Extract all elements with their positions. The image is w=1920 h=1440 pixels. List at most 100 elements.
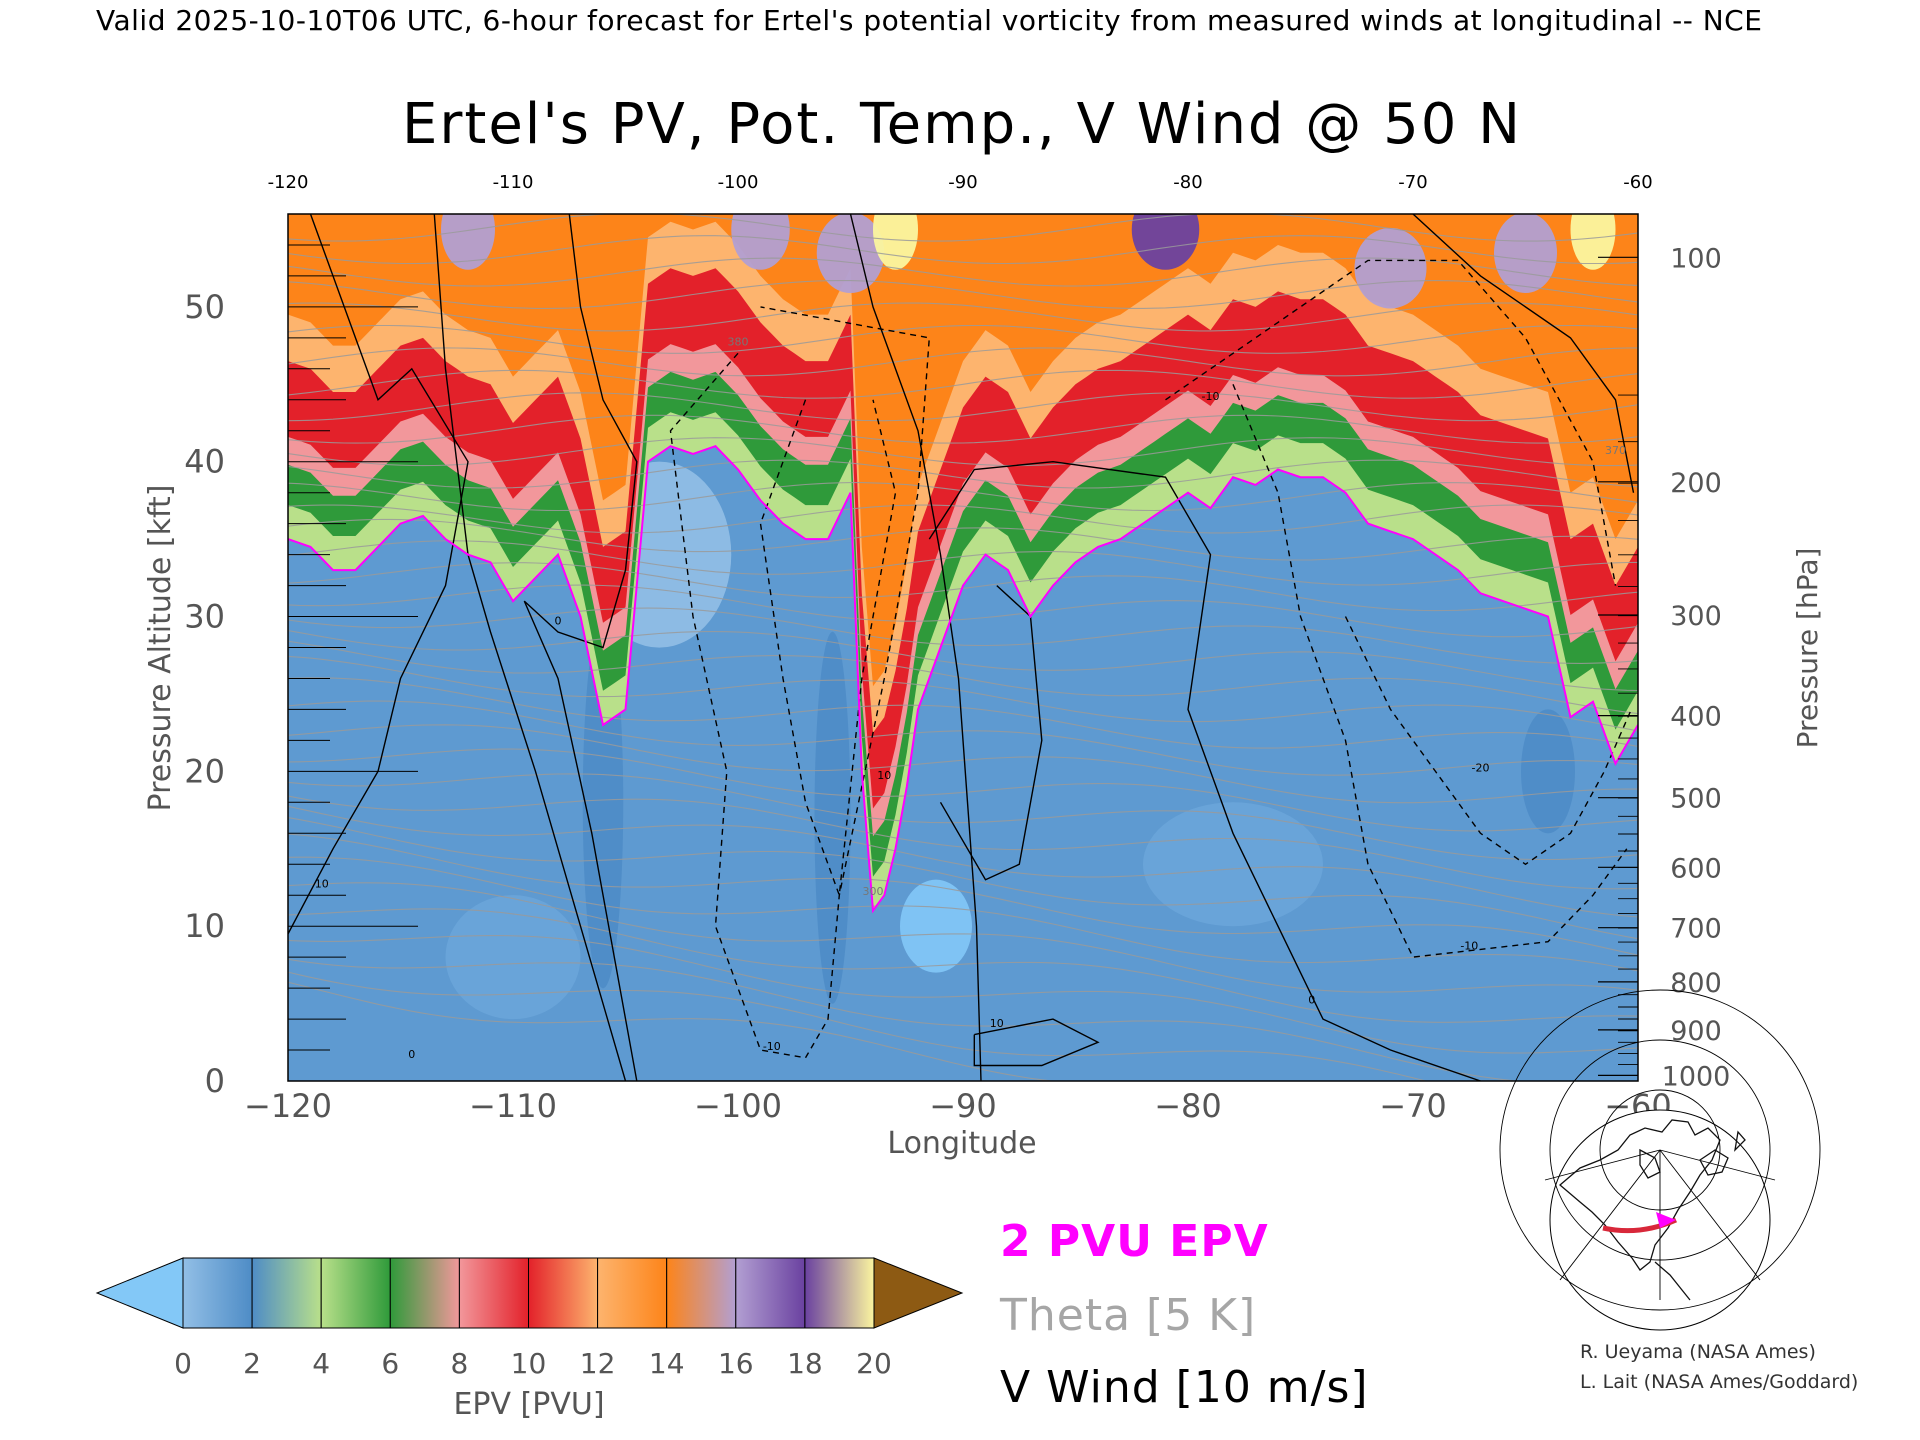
colorbar-segment [320, 1257, 391, 1329]
v-wind-contour-9 [759, 399, 897, 896]
colorbar-tick-label: 6 [381, 1347, 399, 1380]
theta-isentrope [288, 817, 1638, 940]
contour-label: 10 [877, 769, 891, 782]
theta-isentrope [288, 908, 1638, 1023]
theta-isentrope [288, 971, 1429, 1081]
v-wind-contour-3 [849, 214, 982, 1081]
inset-end-marker [1656, 1212, 1676, 1228]
v-wind-contour-1 [433, 214, 627, 1081]
colorbar-label: EPV [PVU] [453, 1387, 604, 1422]
pv-pocket-2 [873, 214, 918, 270]
top-tick-label: -60 [1623, 172, 1652, 193]
v-wind-contour-5 [939, 585, 1043, 881]
x-tick-label: −100 [694, 1087, 782, 1125]
top-tick-label: -100 [718, 172, 759, 193]
theta-isentrope [288, 347, 1638, 377]
chart-title: Ertel's PV, Pot. Temp., V Wind @ 50 N [402, 92, 1522, 157]
colorbar-tick-label: 10 [511, 1347, 547, 1380]
y-tick-label: 40 [184, 443, 225, 481]
contour-label: -10 [1202, 390, 1220, 403]
v-wind-contour-2 [523, 214, 638, 1081]
tropo-patch-5 [445, 895, 581, 1020]
pv-field [288, 214, 1638, 1020]
theta-isentrope [288, 459, 1638, 489]
colorbar-segment [182, 1257, 253, 1329]
contour-label: -10 [1460, 939, 1478, 952]
pv-pocket-3 [1131, 214, 1200, 270]
theta-isentrope [288, 640, 1638, 715]
theta-isentrope [288, 935, 1638, 1054]
top-tick-label: -80 [1173, 172, 1202, 193]
pressure-tick-label: 200 [1670, 468, 1722, 499]
v-wind-contour-4 [928, 460, 1481, 1081]
pressure-tick-label: 300 [1670, 601, 1722, 632]
theta-isentrope [288, 504, 1638, 534]
theta-isentrope [288, 630, 1638, 692]
tropo-patch-4 [1143, 802, 1323, 927]
credit-line-2: L. Lait (NASA Ames/Goddard) [1580, 1371, 1858, 1393]
legend-theta: Theta [5 K] [999, 1290, 1256, 1341]
x-axis-label: Longitude [887, 1126, 1036, 1161]
colorbar-tick-labels: 0 2 4 6 8 10 12 14 16 18 20 [174, 1347, 892, 1380]
x-tick-label: −110 [469, 1087, 557, 1125]
colorbar-tick-label: 14 [649, 1347, 685, 1380]
theta-isentrope [288, 482, 1638, 512]
pressure-tick-label: 400 [1670, 702, 1722, 733]
y-axis-label-left: Pressure Altitude [kft] [143, 485, 178, 812]
y-tick-label: 50 [184, 288, 225, 326]
contour-label: -10 [763, 1040, 781, 1053]
theta-isentrope [288, 856, 1638, 972]
theta-isentrope [288, 795, 1638, 890]
theta-isentrope [288, 584, 1638, 638]
y-tick-label: 30 [184, 598, 225, 636]
v-wind-contour-7 [1412, 214, 1635, 493]
contour-label: 0 [1308, 994, 1315, 1007]
top-tick-label: -70 [1398, 172, 1427, 193]
theta-isentrope [288, 958, 1522, 1081]
theta-isentrope [288, 392, 1638, 422]
contour-label: 10 [315, 878, 329, 891]
theta-isentrope [288, 324, 1638, 354]
theta-isentrope [288, 540, 1638, 586]
theta-isentrope [288, 773, 1638, 861]
top-tick-label: -120 [268, 172, 309, 193]
colorbar-tick-label: 4 [312, 1347, 330, 1380]
colorbar-segments [182, 1257, 875, 1329]
contour-label: 0 [555, 614, 562, 627]
tropo-patch-6 [1521, 709, 1575, 834]
colorbar-segment [458, 1257, 529, 1329]
theta-isentrope [288, 280, 1638, 309]
theta-isentrope [288, 369, 1638, 399]
contour-annotations: 300 380 370 0 0 0 10 10 10 -10 -10 -10 -20 [315, 336, 1626, 1061]
theta-isentrope [288, 414, 1638, 444]
axes: −120-120−110-110−100-100−90-90−80-80−70-… [184, 172, 1730, 1125]
theta-isentrope [288, 981, 1057, 1081]
colorbar-tick-label: 8 [450, 1347, 468, 1380]
x-tick-label: −90 [929, 1087, 997, 1125]
pv-band-5 [288, 214, 1638, 687]
top-tick-label: -110 [493, 172, 534, 193]
colorbar-segment [528, 1257, 599, 1329]
colorbar-tick-label: 20 [856, 1347, 892, 1380]
contour-label: 0 [408, 1048, 415, 1061]
pressure-tick-label: 500 [1670, 784, 1722, 815]
legend-v-wind: V Wind [10 m/s] [1000, 1362, 1369, 1413]
v-wind-contour-0 [288, 214, 469, 935]
v-wind-contour-8 [669, 306, 931, 1059]
legend: 2 PVU EPV Theta [5 K] V Wind [10 m/s] [999, 1216, 1369, 1413]
colorbar: 0 2 4 6 8 10 12 14 16 18 20 EPV [PVU] [95, 1257, 964, 1422]
inset-map [1499, 989, 1821, 1331]
pv-pocket-0 [441, 214, 495, 270]
colorbar-tick-label: 16 [718, 1347, 754, 1380]
pressure-tick-label: 900 [1670, 1016, 1722, 1047]
colorbar-segment [666, 1257, 737, 1329]
pv2-boundary-layer [288, 445, 1638, 914]
contour-label: 370 [1605, 444, 1626, 457]
top-tick-label: -90 [948, 172, 977, 193]
theta-isentrope [288, 724, 1638, 804]
x-tick-label: −120 [244, 1087, 332, 1125]
contour-label: 380 [728, 336, 749, 349]
theta-isentrope [288, 748, 1638, 832]
theta-isentrope [288, 655, 1638, 732]
